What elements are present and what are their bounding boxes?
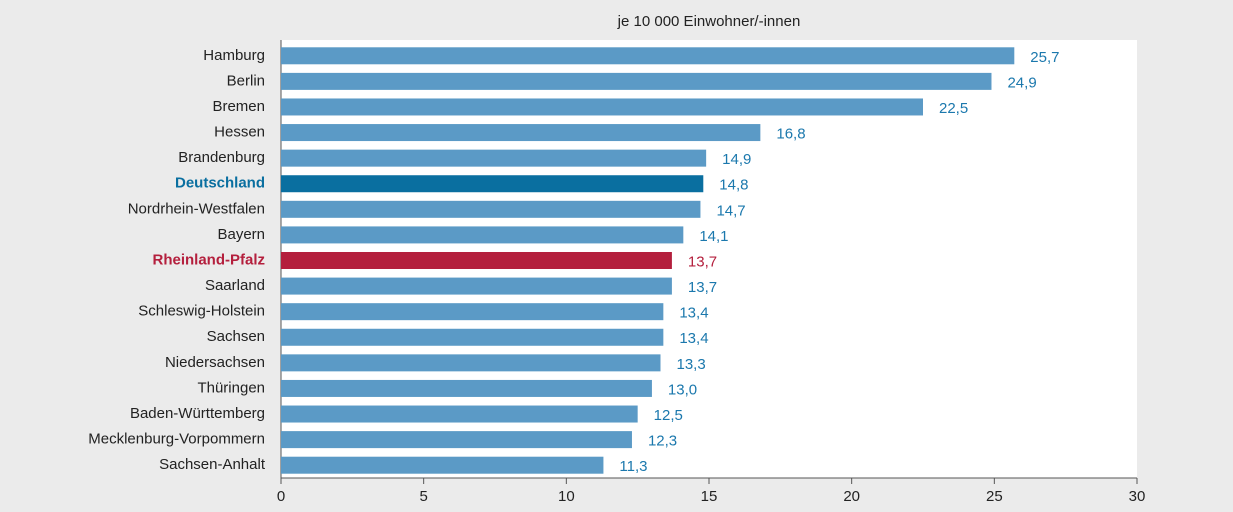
bar [281, 47, 1015, 65]
data-label: 13,0 [668, 381, 697, 398]
y-tick-label: Mecklenburg-Vorpommern [88, 431, 265, 448]
y-tick-label: Bremen [212, 98, 265, 115]
bar [281, 277, 672, 295]
y-tick-label: Baden-Württemberg [130, 405, 265, 422]
x-tick-label: 15 [701, 488, 718, 505]
bar [281, 175, 704, 193]
y-tick-label: Berlin [227, 72, 265, 89]
x-tick-label: 30 [1129, 488, 1146, 505]
data-label: 13,4 [679, 305, 708, 322]
data-label: 13,7 [688, 279, 717, 296]
bar [281, 328, 664, 346]
y-tick-label: Rheinland-Pfalz [152, 251, 265, 268]
data-label: 11,3 [619, 458, 647, 475]
data-label: 13,3 [676, 356, 705, 373]
bar [281, 456, 604, 474]
data-label: 12,3 [648, 433, 677, 450]
bar [281, 303, 664, 321]
bar [281, 149, 707, 167]
x-tick-label: 25 [986, 488, 1003, 505]
data-label: 22,5 [939, 100, 968, 117]
bar [281, 124, 761, 142]
data-label: 14,8 [719, 177, 748, 194]
y-tick-label: Brandenburg [178, 149, 265, 166]
chart-subtitle: je 10 000 Einwohner/-innen [617, 13, 801, 30]
data-label: 13,4 [679, 330, 708, 347]
data-label: 16,8 [776, 126, 805, 143]
x-tick-label: 0 [277, 488, 285, 505]
y-tick-label: Sachsen-Anhalt [159, 456, 266, 473]
y-tick-label: Deutschland [175, 175, 265, 192]
bar [281, 226, 684, 244]
y-tick-label: Saarland [205, 277, 265, 294]
bar [281, 98, 923, 116]
y-tick-label: Nordrhein-Westfalen [128, 200, 265, 217]
data-label: 13,7 [688, 253, 717, 270]
y-tick-label: Hessen [214, 124, 265, 141]
x-tick-label: 10 [558, 488, 575, 505]
bar [281, 72, 992, 90]
x-tick-label: 20 [843, 488, 860, 505]
data-label: 12,5 [654, 407, 683, 424]
data-label: 24,9 [1007, 74, 1036, 91]
data-label: 14,9 [722, 151, 751, 168]
x-tick-label: 5 [419, 488, 427, 505]
y-tick-label: Hamburg [203, 47, 265, 64]
bar [281, 252, 672, 269]
y-tick-label: Schleswig-Holstein [138, 303, 265, 320]
y-tick-label: Bayern [217, 226, 265, 243]
data-label: 25,7 [1030, 49, 1059, 66]
bar [281, 379, 652, 397]
y-tick-label: Sachsen [207, 328, 265, 345]
y-tick-label: Thüringen [197, 379, 265, 396]
bar [281, 200, 701, 218]
y-tick-label: Niedersachsen [165, 354, 265, 371]
bar [281, 431, 632, 449]
data-label: 14,1 [699, 228, 728, 245]
bar [281, 354, 661, 372]
data-label: 14,7 [716, 202, 745, 219]
bar [281, 405, 638, 423]
